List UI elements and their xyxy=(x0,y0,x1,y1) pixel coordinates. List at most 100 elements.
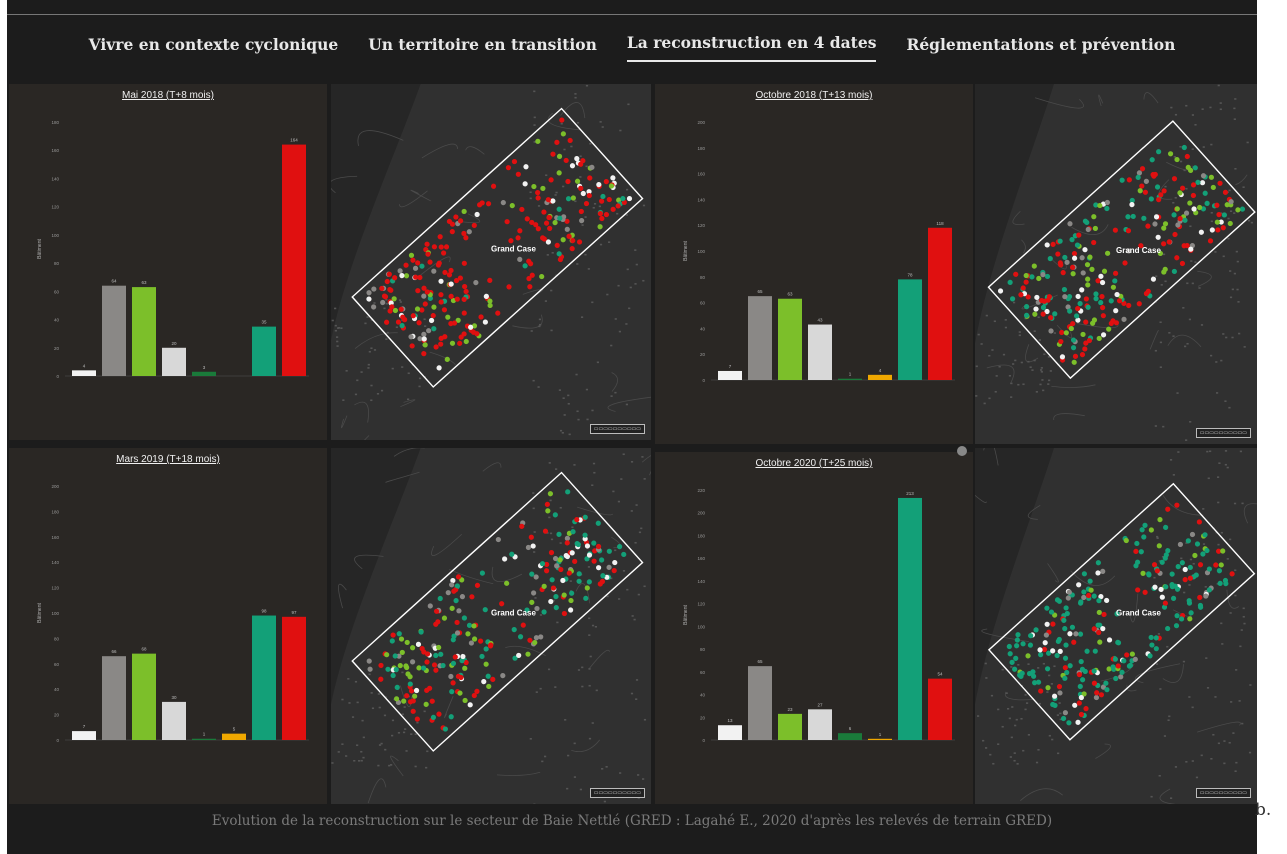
building-footprint xyxy=(560,122,563,125)
building-marker xyxy=(1096,609,1102,616)
bar[interactable] xyxy=(102,285,126,376)
building-marker xyxy=(1100,332,1107,338)
building-footprint xyxy=(544,300,548,302)
bar[interactable] xyxy=(162,347,186,376)
building-footprint xyxy=(643,718,647,721)
building-marker xyxy=(450,680,456,686)
road-line xyxy=(1143,92,1159,104)
building-marker xyxy=(1061,617,1067,623)
building-footprint xyxy=(535,691,538,693)
building-marker xyxy=(626,195,633,202)
bar[interactable] xyxy=(928,227,952,380)
building-footprint xyxy=(559,429,563,432)
bar[interactable] xyxy=(282,616,306,740)
building-footprint xyxy=(550,538,554,541)
building-footprint xyxy=(592,206,595,209)
building-marker xyxy=(1149,642,1155,648)
building-footprint xyxy=(1053,332,1056,334)
map-octobre-2018[interactable]: Grand Case ▭▭▭▭▭▭▭▭▭▭ xyxy=(975,84,1257,444)
info-dot-icon[interactable] xyxy=(957,446,967,456)
building-marker xyxy=(378,676,384,682)
building-marker xyxy=(1062,626,1068,632)
building-marker xyxy=(421,336,427,342)
building-footprint xyxy=(353,759,356,762)
building-footprint xyxy=(1018,334,1021,337)
bar[interactable] xyxy=(808,324,832,380)
building-footprint xyxy=(571,526,574,529)
building-marker xyxy=(1032,680,1038,686)
building-marker xyxy=(387,308,393,314)
building-footprint xyxy=(367,367,370,369)
y-tick-label: 140 xyxy=(697,579,705,584)
bar[interactable] xyxy=(132,287,156,376)
building-footprint xyxy=(601,768,604,770)
bar[interactable] xyxy=(222,733,246,740)
bar[interactable] xyxy=(868,738,892,740)
building-marker xyxy=(595,565,602,571)
building-footprint xyxy=(348,702,351,704)
bar[interactable] xyxy=(102,656,126,740)
building-marker xyxy=(417,274,423,281)
building-marker xyxy=(563,552,569,559)
bar[interactable] xyxy=(748,296,772,380)
bar[interactable] xyxy=(282,144,306,376)
building-footprint xyxy=(588,737,592,740)
bar[interactable] xyxy=(718,725,742,740)
building-marker xyxy=(453,214,459,220)
bar[interactable] xyxy=(898,279,922,380)
bar[interactable] xyxy=(838,733,862,740)
building-footprint xyxy=(533,531,536,533)
building-marker xyxy=(1012,666,1018,672)
nav-tab-reglementations[interactable]: Réglementations et prévention xyxy=(906,35,1176,54)
bar[interactable] xyxy=(898,497,922,740)
building-marker xyxy=(1111,666,1117,672)
building-marker xyxy=(466,622,473,628)
bar[interactable] xyxy=(72,370,96,376)
bar[interactable] xyxy=(162,701,186,740)
building-marker xyxy=(545,197,551,203)
nav-tab-reconstruction[interactable]: La reconstruction en 4 dates xyxy=(626,28,877,62)
bar[interactable] xyxy=(718,370,742,380)
bar[interactable] xyxy=(132,653,156,740)
bar[interactable] xyxy=(778,298,802,380)
building-footprint xyxy=(599,121,602,123)
building-footprint xyxy=(558,389,562,391)
building-footprint xyxy=(1042,662,1045,665)
building-footprint xyxy=(634,541,637,544)
map-octobre-2020[interactable]: Grand Case ▭▭▭▭▭▭▭▭▭▭ xyxy=(975,448,1257,804)
bar[interactable] xyxy=(838,378,862,380)
building-marker xyxy=(1163,524,1169,531)
building-marker xyxy=(1075,317,1081,323)
bar[interactable] xyxy=(748,666,772,740)
bar[interactable] xyxy=(252,615,276,740)
bar[interactable] xyxy=(72,731,96,740)
road-line xyxy=(512,314,543,329)
building-footprint xyxy=(598,205,601,208)
map-mai-2018[interactable]: Grand Case ▭▭▭▭▭▭▭▭▭▭ xyxy=(331,84,651,440)
bar[interactable] xyxy=(192,738,216,740)
nav-tab-vivre[interactable]: Vivre en contexte cyclonique xyxy=(88,35,339,54)
bar[interactable] xyxy=(778,713,802,740)
building-marker xyxy=(1098,692,1105,698)
building-marker xyxy=(459,594,466,600)
bar[interactable] xyxy=(868,374,892,380)
building-marker xyxy=(506,284,512,290)
building-marker xyxy=(531,183,537,190)
nav-tab-territoire[interactable]: Un territoire en transition xyxy=(368,35,597,54)
bar[interactable] xyxy=(928,678,952,740)
building-footprint xyxy=(391,734,394,737)
bar-value-label: 63 xyxy=(787,292,793,297)
bar[interactable] xyxy=(808,709,832,740)
map-mars-2019[interactable]: Grand Case ▭▭▭▭▭▭▭▭▭▭ xyxy=(331,448,651,804)
building-marker xyxy=(1165,625,1171,632)
bar[interactable] xyxy=(192,371,216,376)
building-footprint xyxy=(1233,212,1236,214)
bar[interactable] xyxy=(252,326,276,376)
building-marker xyxy=(574,517,580,523)
building-footprint xyxy=(1237,301,1240,303)
building-marker xyxy=(597,211,603,217)
building-footprint xyxy=(360,759,363,762)
road-line xyxy=(1098,94,1104,107)
building-footprint xyxy=(539,614,543,616)
building-marker xyxy=(1065,304,1071,310)
